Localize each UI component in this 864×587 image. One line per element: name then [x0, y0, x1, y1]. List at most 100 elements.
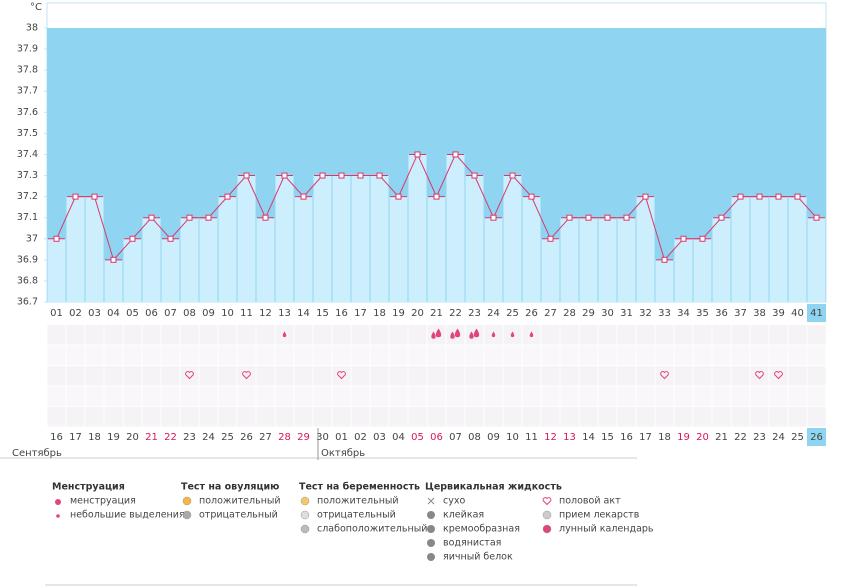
temperature-point	[129, 235, 136, 242]
date-label: 22	[164, 432, 177, 443]
cycle-day-label: 37	[734, 308, 747, 319]
legend-icon	[56, 514, 60, 518]
temperature-point	[471, 172, 478, 179]
y-tick-label: 37.6	[17, 107, 38, 118]
y-tick-label: 36.7	[17, 297, 38, 308]
temperature-point	[547, 235, 554, 242]
y-tick-label: 37.9	[17, 44, 38, 55]
y-tick-label: 37.7	[17, 86, 38, 97]
y-tick-label: 36.8	[17, 275, 38, 286]
cycle-day-label: 31	[620, 308, 633, 319]
cycle-day-label: 41	[810, 308, 823, 319]
intercourse-mark	[337, 371, 346, 380]
temperature-bar	[674, 238, 693, 302]
temperature-bar	[123, 238, 142, 302]
cycle-day-label: 28	[563, 308, 576, 319]
temperature-point	[490, 214, 497, 221]
temperature-point	[775, 193, 782, 200]
date-label: 07	[449, 432, 462, 443]
legend-icon	[427, 497, 435, 505]
date-label: 04	[392, 432, 405, 443]
month-label: Октябрь	[321, 448, 365, 459]
temperature-point	[528, 193, 535, 200]
cycle-day-label: 29	[582, 308, 595, 319]
temperature-bar	[85, 196, 104, 302]
date-label: 20	[126, 432, 139, 443]
y-tick-label: 36.9	[17, 254, 38, 265]
date-label: 27	[259, 432, 272, 443]
legend-item: отрицательный	[317, 510, 396, 521]
menstruation-light	[282, 331, 287, 338]
legend-icon	[300, 510, 310, 520]
cycle-day-label: 21	[430, 308, 443, 319]
cycle-day-label: 33	[658, 308, 671, 319]
temperature-point	[642, 193, 649, 200]
cycle-day-label: 10	[221, 308, 234, 319]
temperature-bar	[313, 175, 332, 302]
temperature-bar	[693, 238, 712, 302]
temperature-bar	[408, 154, 427, 302]
temperature-point	[72, 193, 79, 200]
legend-icon	[427, 553, 435, 561]
legend-item: положительный	[199, 496, 281, 507]
cycle-day-label: 03	[88, 308, 101, 319]
today-cell	[807, 304, 826, 322]
date-label: 26	[240, 432, 253, 443]
menstruation-light	[510, 331, 515, 338]
cycle-day-label: 15	[316, 308, 329, 319]
temperature-point	[680, 235, 687, 242]
date-label: 01	[335, 432, 348, 443]
temperature-point	[737, 193, 744, 200]
legend-item: клейкая	[443, 510, 484, 521]
temperature-bar	[294, 196, 313, 302]
date-label: 02	[354, 432, 367, 443]
temperature-point	[243, 172, 250, 179]
date-label: 03	[373, 432, 386, 443]
legend-icon	[182, 496, 192, 506]
temperature-bar	[180, 217, 199, 302]
cycle-day-label: 35	[696, 308, 709, 319]
temperature-bar	[199, 217, 218, 302]
legend-item: кремообразная	[443, 524, 520, 535]
y-tick-label: 37.4	[17, 149, 38, 160]
date-label: 19	[107, 432, 120, 443]
date-label: 15	[601, 432, 614, 443]
legend-heading: Цервикальная жидкость	[425, 482, 562, 493]
cycle-day-label: 25	[506, 308, 519, 319]
temperature-point	[91, 193, 98, 200]
temperature-point	[509, 172, 516, 179]
today-cell	[807, 428, 826, 446]
cycle-day-label: 01	[50, 308, 63, 319]
date-label: 18	[658, 432, 671, 443]
legend-icon	[427, 511, 435, 519]
date-label: 24	[202, 432, 215, 443]
legend-item: менструация	[70, 496, 136, 507]
date-label: 17	[69, 432, 82, 443]
temperature-point	[281, 172, 288, 179]
cycle-day-label: 30	[601, 308, 614, 319]
legend-icon	[300, 496, 310, 506]
y-unit: °C	[30, 2, 42, 13]
date-label: 22	[734, 432, 747, 443]
temperature-bar	[484, 217, 503, 302]
cycle-day-label: 04	[107, 308, 120, 319]
cycle-day-label: 16	[335, 308, 348, 319]
date-label: 06	[430, 432, 443, 443]
date-label: 21	[715, 432, 728, 443]
cycle-day-label: 24	[487, 308, 500, 319]
legend: Менструация менструация небольшие выделени…	[52, 482, 654, 563]
date-label: 05	[411, 432, 424, 443]
cycle-day-label: 32	[639, 308, 652, 319]
date-label: 23	[753, 432, 766, 443]
cycle-day-label: 23	[468, 308, 481, 319]
legend-icon	[427, 539, 435, 547]
date-label: 28	[278, 432, 291, 443]
temperature-point	[205, 214, 212, 221]
grid-row	[47, 366, 826, 386]
temperature-point	[718, 214, 725, 221]
date-label: 19	[677, 432, 690, 443]
cycle-day-label: 02	[69, 308, 82, 319]
temperature-bar	[104, 259, 123, 302]
temperature-bar	[788, 196, 807, 302]
cycle-day-label: 07	[164, 308, 177, 319]
